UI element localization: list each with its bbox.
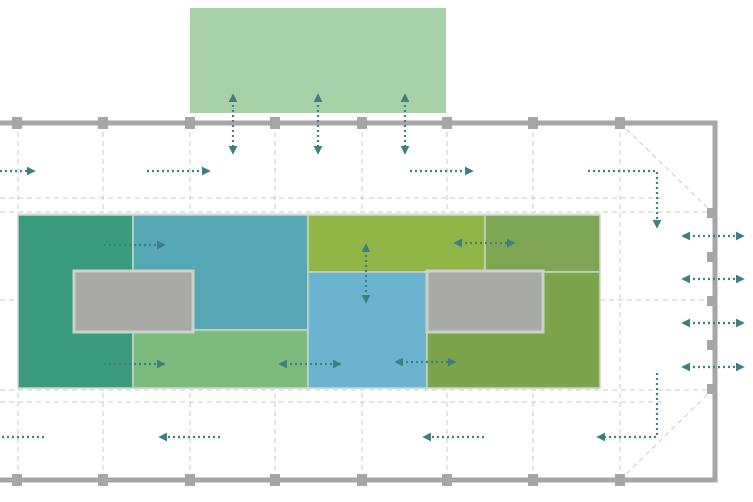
column (615, 117, 625, 129)
column (270, 117, 280, 129)
column (707, 340, 717, 350)
column (185, 117, 195, 129)
courtyard (425, 269, 545, 334)
column (442, 117, 452, 129)
column (528, 474, 538, 486)
column (707, 252, 717, 262)
column (615, 474, 625, 486)
column (98, 474, 108, 486)
structural-grid (0, 122, 713, 481)
column (357, 474, 367, 486)
column (442, 474, 452, 486)
circulation-arrows (0, 93, 745, 442)
column (12, 117, 22, 129)
building-outline (0, 117, 718, 486)
grid-line (619, 389, 713, 481)
column (707, 208, 717, 218)
column (707, 384, 717, 394)
arrow (596, 373, 659, 442)
arrow (588, 169, 662, 229)
grid-line (619, 122, 713, 213)
column (98, 117, 108, 129)
zone (307, 214, 486, 273)
zone (132, 329, 309, 389)
zone-block (17, 213, 601, 389)
column (270, 474, 280, 486)
column (357, 117, 367, 129)
courtyard (72, 269, 195, 334)
zone (307, 271, 428, 389)
column (707, 296, 717, 306)
annex-block (190, 8, 446, 113)
column (528, 117, 538, 129)
zone (484, 214, 601, 273)
column (185, 474, 195, 486)
column (12, 474, 22, 486)
